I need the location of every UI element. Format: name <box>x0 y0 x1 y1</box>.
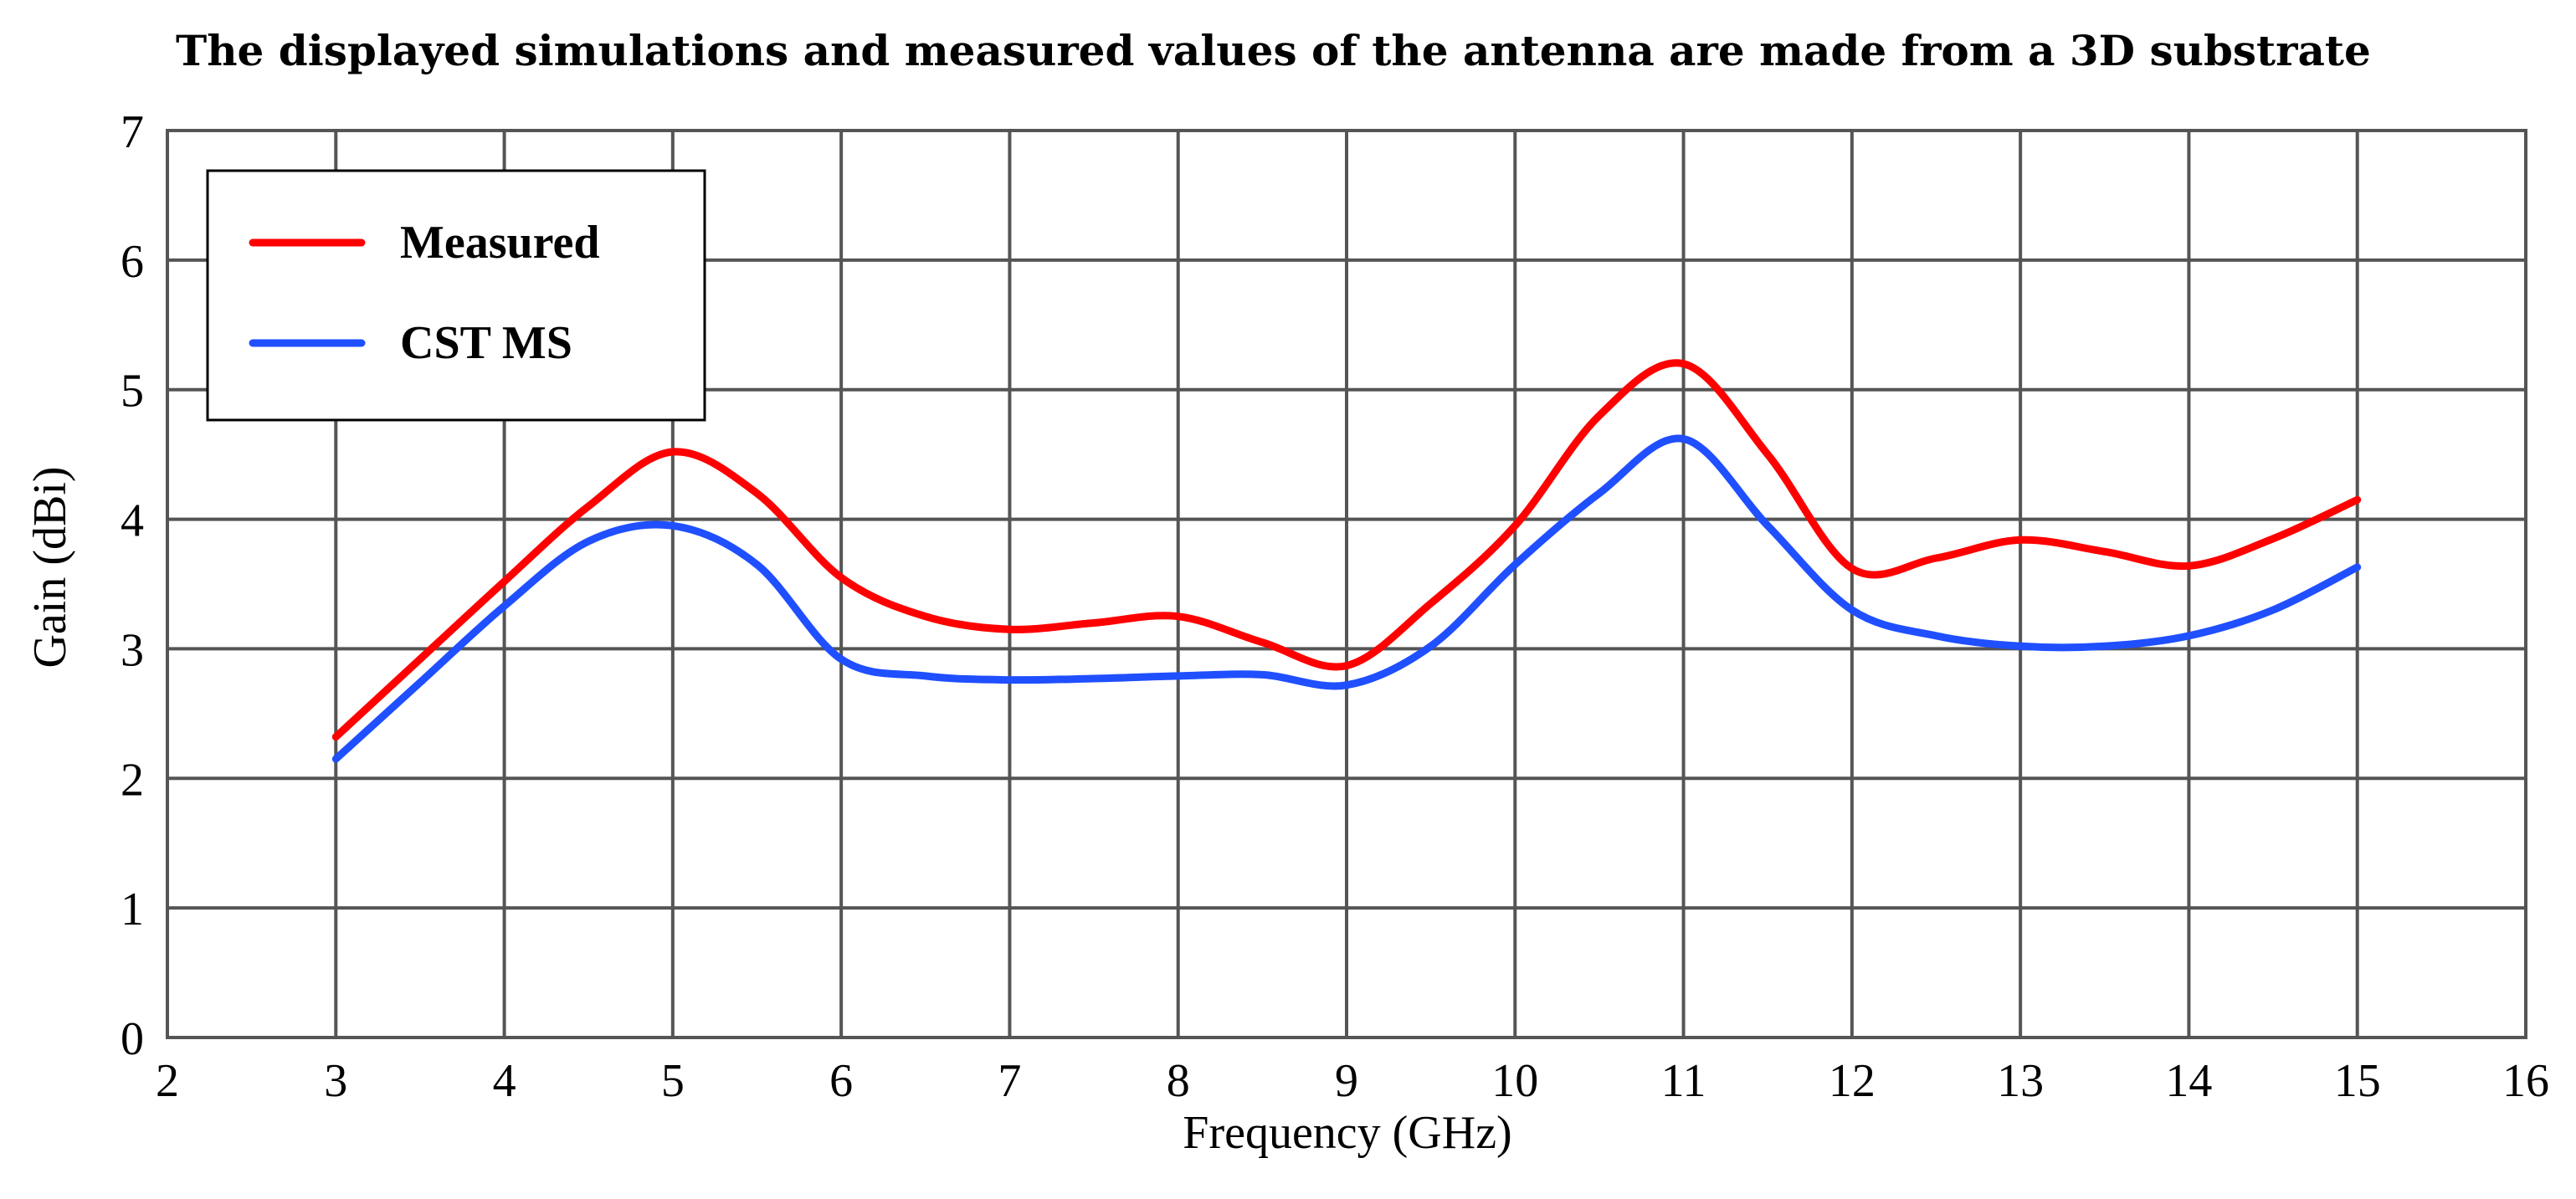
y-tick-label: 2 <box>121 754 144 806</box>
plot-frame <box>166 129 2527 1039</box>
x-tick-label: 10 <box>1491 1055 1538 1107</box>
x-tick-label: 4 <box>493 1055 516 1107</box>
x-tick-label: 8 <box>1167 1055 1190 1107</box>
x-tick-label: 3 <box>324 1055 347 1107</box>
y-tick-label: 1 <box>121 884 144 935</box>
y-axis-label: Gain (dBi) <box>24 466 76 668</box>
x-tick-label: 9 <box>1335 1055 1358 1107</box>
series-line-measured <box>331 359 2362 741</box>
y-tick-label: 4 <box>121 495 144 547</box>
legend-label-measured: Measured <box>400 217 600 269</box>
x-tick-label: 15 <box>2334 1055 2381 1107</box>
x-tick-label: 13 <box>1997 1055 2044 1107</box>
legend-label-cst-ms: CST MS <box>400 317 572 369</box>
series-layer <box>331 359 2362 763</box>
x-tick-label: 12 <box>1829 1055 1876 1107</box>
y-tick-label: 5 <box>121 366 144 418</box>
legend-box <box>206 169 706 422</box>
x-tick-label: 6 <box>829 1055 853 1107</box>
chart-title: The displayed simulations and measured v… <box>176 26 2371 75</box>
y-tick-label: 7 <box>121 106 144 158</box>
x-tick-label: 11 <box>1661 1055 1706 1107</box>
y-tick-label: 3 <box>121 624 144 676</box>
x-axis-ticks: 2 3 4 5 6 7 8 9 10 11 12 13 14 15 16 <box>156 1055 2549 1107</box>
x-tick-label: 5 <box>661 1055 685 1107</box>
x-tick-label: 16 <box>2502 1055 2549 1107</box>
x-tick-label: 7 <box>998 1055 1021 1107</box>
y-tick-label: 6 <box>121 236 144 288</box>
x-tick-label: 14 <box>2165 1055 2212 1107</box>
x-axis-label: Frequency (GHz) <box>1183 1107 1511 1159</box>
y-tick-label: 0 <box>121 1013 144 1065</box>
legend: Measured CST MS <box>206 169 706 422</box>
series-line-cst-ms <box>331 434 2362 763</box>
x-tick-label: 2 <box>156 1055 179 1107</box>
y-axis-ticks: 0 1 2 3 4 5 6 7 <box>121 106 144 1065</box>
